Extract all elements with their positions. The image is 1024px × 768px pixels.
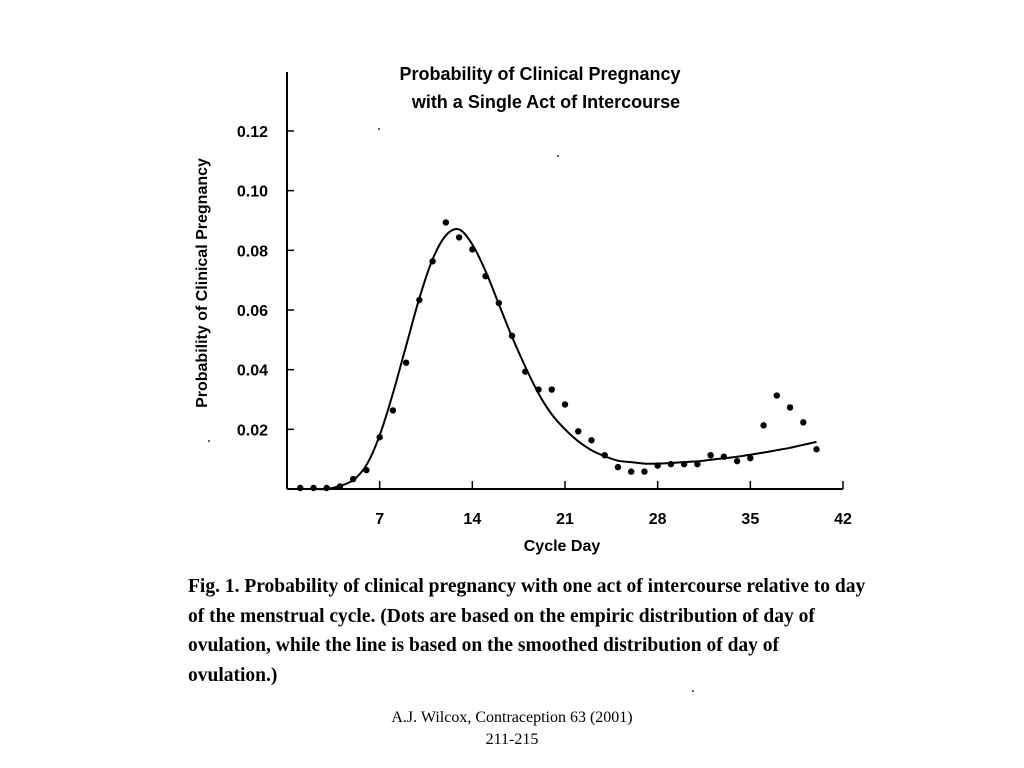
data-point [535,386,542,393]
scan-speck [692,690,694,692]
data-point [548,386,555,393]
data-point [760,422,767,429]
data-point [601,451,608,459]
data-point [773,392,781,399]
data-point [614,463,622,471]
scan-speck [208,440,210,442]
x-tick-label: 28 [649,511,667,528]
data-point [575,428,582,435]
scan-speck [557,155,559,157]
data-point [495,299,503,307]
citation: A.J. Wilcox, Contraception 63 (2001) 211… [312,707,712,751]
data-point [442,219,450,226]
y-tick-label: 0.10 [237,184,268,201]
data-point [522,368,529,375]
data-point [720,453,728,460]
data-point [786,404,794,411]
data-point [363,466,370,474]
y-tick-label: 0.08 [237,243,268,260]
data-point [376,434,383,441]
x-tick-label: 42 [834,511,852,528]
ticks-group: 0.02 0.04 0.06 0.08 0.10 0.12 7 14 21 28 35 42 [237,124,852,528]
chart-title-group: Probability of Clinical Pregnancy with a … [399,64,680,112]
data-point [733,457,741,465]
y-tick-label: 0.06 [237,303,268,320]
citation-line-2: 211-215 [485,731,539,748]
x-tick-label: 14 [463,511,481,528]
data-point [297,484,304,492]
empiric-dots-group [297,219,820,492]
data-point [349,475,357,483]
x-tick-label: 7 [375,511,384,528]
data-point [667,460,675,468]
x-axis-label: Cycle Day [524,538,601,555]
figure: Probability of Clinical Pregnancy with a … [188,64,866,692]
chart-title-line: Probability of Clinical Pregnancy [399,64,680,84]
y-axis-label: Probability of Clinical Pregnancy [194,158,211,408]
data-point [310,484,317,492]
x-tick-label: 21 [556,511,574,528]
data-point [588,437,595,444]
axis-labels-group: Cycle Day Probability of Clinical Pregnan… [194,158,600,555]
citation-line-1: A.J. Wilcox, Contraception 63 (2001) [391,709,633,726]
smoothed-line-group [300,228,817,491]
x-tick-label: 35 [741,511,759,528]
data-point [482,272,489,280]
data-point [747,454,754,462]
data-point [800,419,807,426]
data-point [389,407,397,414]
y-tick-label: 0.02 [237,422,268,439]
y-tick-label: 0.12 [237,124,268,141]
data-point [680,460,688,468]
data-point [654,462,661,469]
data-point [416,296,423,304]
data-point [561,401,569,408]
data-point [323,484,330,492]
data-point [694,460,701,468]
axes-group [286,72,843,490]
chart-title-line: with a Single Act of Intercourse [411,92,680,112]
data-point [402,359,410,366]
data-point [429,258,436,265]
figure-caption: Fig. 1. Probability of clinical pregnanc… [188,576,866,686]
smoothed-curve [300,228,817,491]
data-point [455,234,463,241]
data-point [813,446,820,453]
data-point [508,332,516,340]
data-point [627,468,635,475]
data-point [641,468,648,475]
y-tick-label: 0.04 [237,363,268,380]
pregnancy-probability-chart: Probability of Clinical Pregnancy with a … [194,64,852,555]
data-point [336,483,344,490]
data-point [469,246,476,253]
data-point [707,451,714,459]
scan-speck [378,128,380,130]
